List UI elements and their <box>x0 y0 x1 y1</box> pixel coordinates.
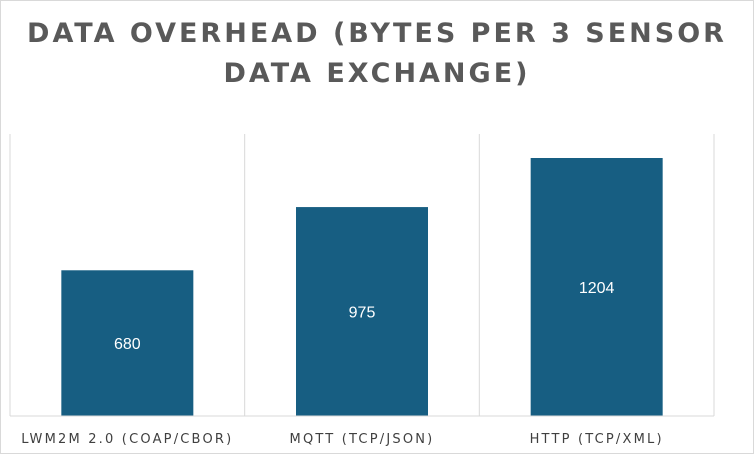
bar-1 <box>296 207 428 416</box>
data-label-2: 1204 <box>579 280 615 297</box>
category-label-2: HTTP (TCP/XML) <box>530 432 664 447</box>
data-label-1: 975 <box>349 305 376 322</box>
category-label-1: MQTT (TCP/JSON) <box>290 432 435 447</box>
chart-title: DATA OVERHEAD (BYTES PER 3 SENSOR DATA E… <box>0 14 754 94</box>
bar-0 <box>61 270 194 416</box>
bar-2 <box>530 158 663 416</box>
data-label-0: 680 <box>114 336 141 353</box>
category-label-0: LWM2M 2.0 (COAP/CBOR) <box>21 432 233 447</box>
chart-title-text: DATA OVERHEAD (BYTES PER 3 SENSOR DATA E… <box>27 18 727 89</box>
